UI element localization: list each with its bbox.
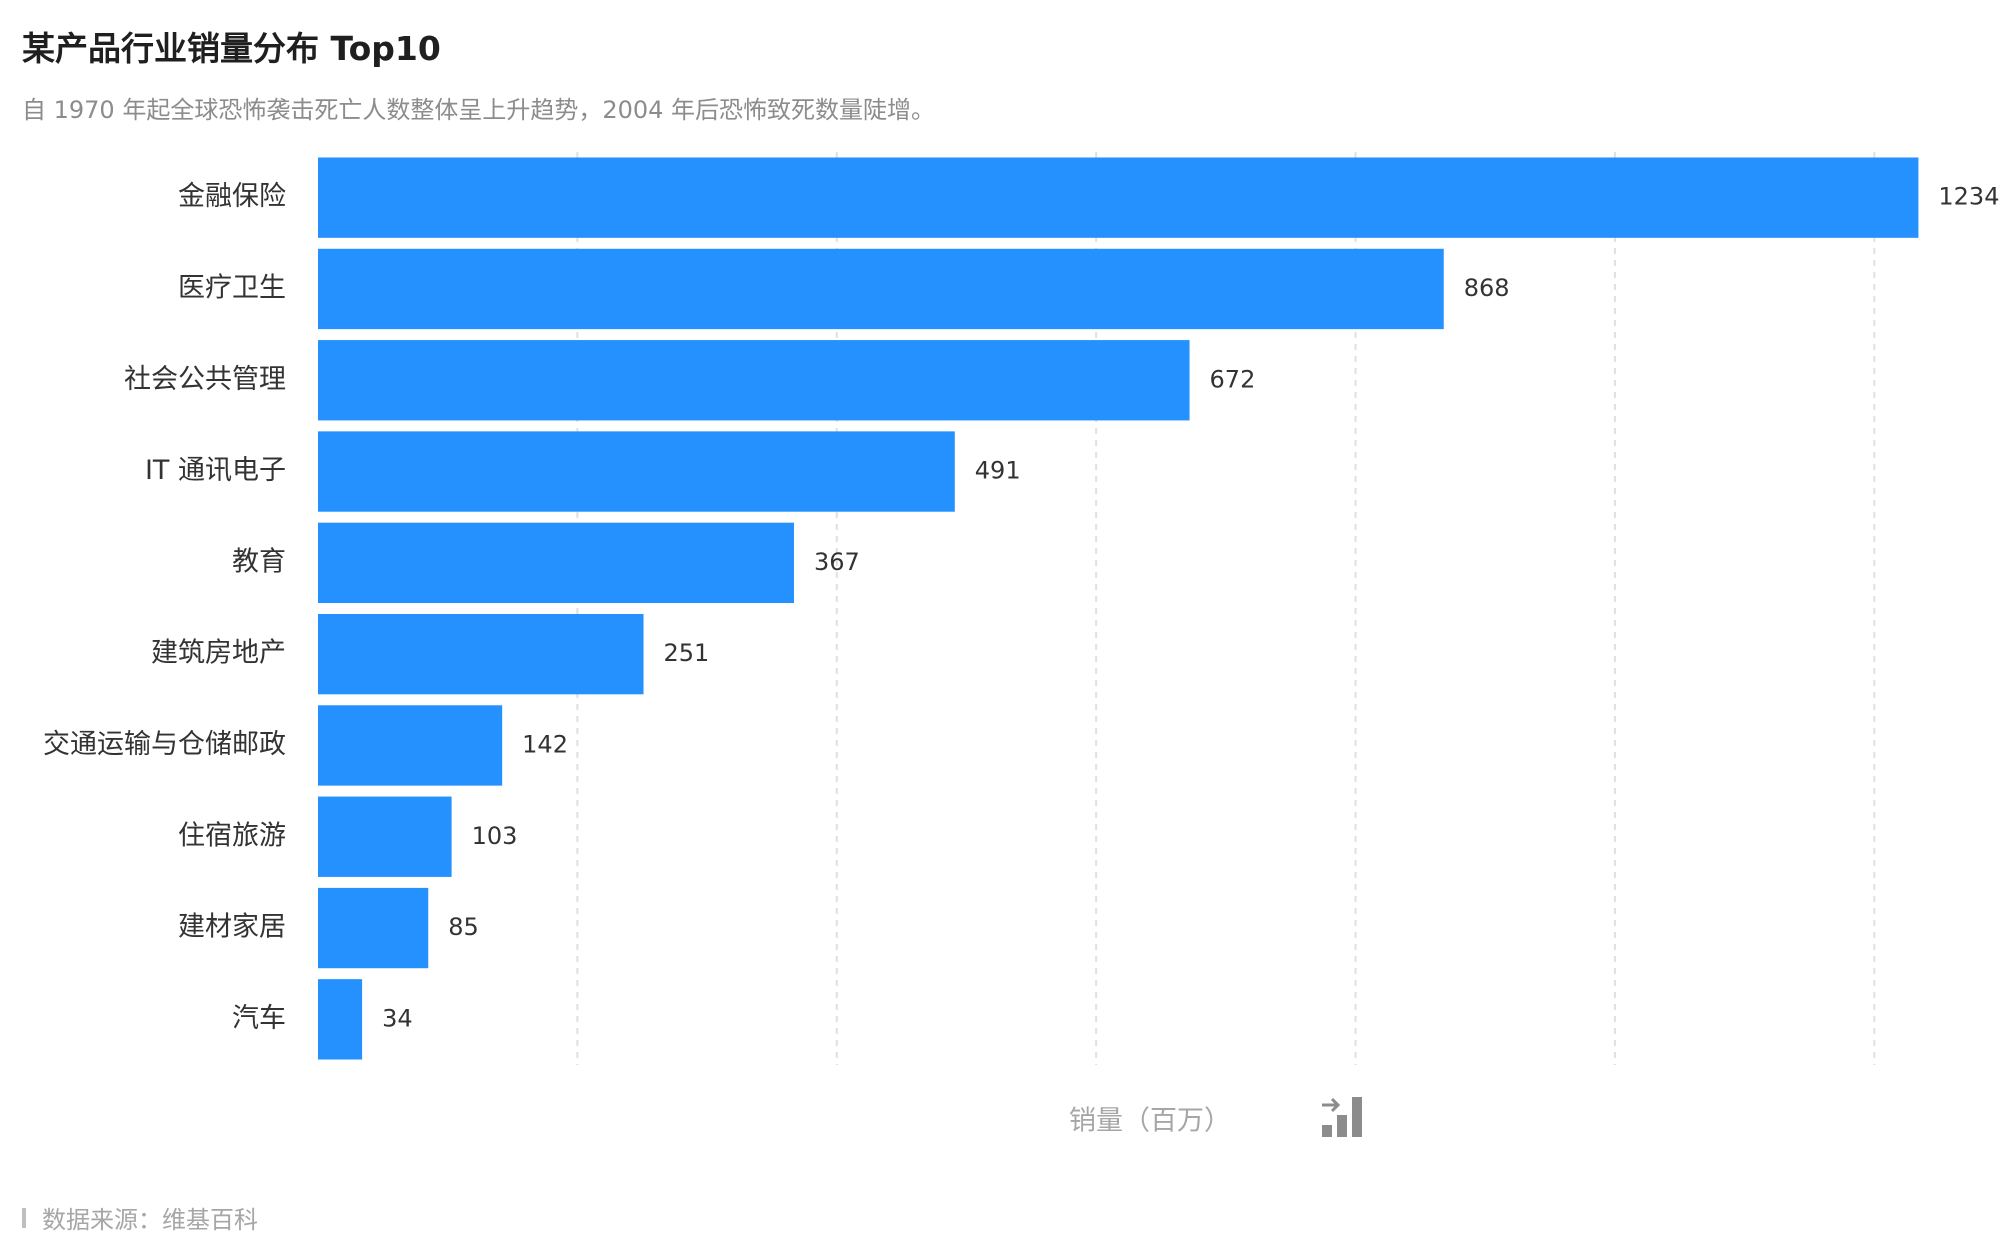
value-label: 251 — [664, 639, 710, 667]
bar — [318, 705, 503, 786]
chart-subtitle: 自 1970 年起全球恐怖袭击死亡人数整体呈上升趋势，2004 年后恐怖致死数量… — [22, 96, 936, 124]
category-label: 建筑房地产 — [151, 638, 286, 669]
value-label: 868 — [1464, 274, 1510, 302]
bar — [318, 248, 1444, 330]
value-label: 142 — [522, 730, 568, 758]
bar — [318, 887, 429, 969]
bar-chart: 金融保险 1234 医疗卫生 868 社会公共管理 672 IT 通讯电子 491 教育 367 建… — [43, 152, 1999, 1137]
value-label: 672 — [1210, 365, 1256, 393]
source-marker — [22, 1207, 26, 1228]
category-label: 建材家居 — [178, 912, 286, 943]
bar — [318, 796, 452, 877]
value-label: 34 — [382, 1004, 413, 1032]
category-label: IT 通讯电子 — [145, 455, 286, 486]
value-label: 103 — [472, 822, 518, 850]
category-label: 住宿旅游 — [178, 820, 286, 851]
bar — [318, 340, 1190, 421]
source-text: 数据来源：维基百科 — [42, 1206, 258, 1234]
bar — [318, 613, 644, 695]
category-label: 交通运输与仓储邮政 — [43, 729, 286, 760]
category-label: 社会公共管理 — [124, 364, 286, 395]
value-label: 1234 — [1938, 183, 1999, 211]
bar — [318, 979, 363, 1060]
category-label: 金融保险 — [178, 181, 286, 212]
category-label: 汽车 — [232, 1003, 286, 1034]
bar — [318, 157, 1919, 238]
sort-bars-icon[interactable] — [1320, 1093, 1366, 1143]
value-label: 85 — [448, 913, 479, 941]
x-axis-title: 销量（百万） — [1069, 1106, 1231, 1137]
category-label: 教育 — [232, 546, 286, 577]
value-label: 491 — [975, 457, 1021, 485]
bar — [318, 431, 955, 512]
value-label: 367 — [814, 548, 860, 576]
bar — [318, 522, 794, 604]
chart-title: 某产品行业销量分布 Top10 — [22, 29, 441, 68]
category-label: 医疗卫生 — [178, 272, 286, 303]
data-source: 数据来源：维基百科 — [22, 1200, 258, 1235]
